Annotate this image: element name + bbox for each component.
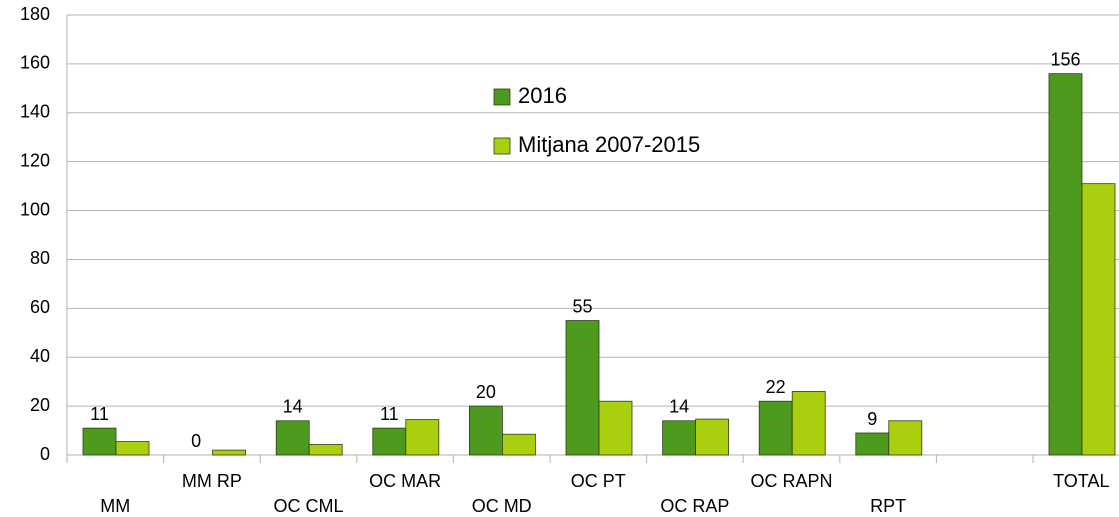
x-tick-label: TOTAL	[1053, 471, 1109, 491]
y-tick-label: 60	[30, 297, 50, 317]
data-label: 11	[90, 404, 109, 424]
data-label: 14	[669, 397, 689, 417]
bar	[308, 444, 343, 456]
bar	[1081, 183, 1116, 456]
bar	[1048, 73, 1083, 456]
y-tick-label: 40	[30, 346, 50, 366]
x-tick-label: OC RAP	[660, 496, 729, 516]
y-tick-label: 180	[20, 4, 50, 24]
legend-swatch	[493, 137, 511, 155]
y-tick-label: 140	[20, 102, 50, 122]
bar	[565, 320, 600, 456]
bar	[758, 400, 793, 456]
data-label: 156	[1050, 49, 1080, 69]
x-tick-label: MM RP	[182, 471, 242, 491]
legend-swatch	[493, 88, 511, 106]
bar	[501, 433, 536, 456]
bar	[212, 449, 247, 456]
bar	[115, 441, 150, 456]
data-label: 55	[572, 296, 592, 316]
y-tick-label: 120	[20, 150, 50, 170]
y-tick-label: 160	[20, 53, 50, 73]
bar	[82, 427, 117, 456]
x-tick-label: OC PT	[571, 471, 626, 491]
bar	[405, 419, 440, 456]
x-tick-label: RPT	[870, 496, 906, 516]
bar	[598, 400, 633, 456]
bar	[275, 420, 310, 456]
data-label: 20	[476, 382, 496, 402]
y-tick-label: 20	[30, 395, 50, 415]
bar	[888, 420, 923, 456]
data-label: 22	[766, 377, 786, 397]
data-label: 9	[867, 409, 877, 429]
bar	[662, 420, 696, 456]
y-tick-label: 80	[30, 248, 50, 268]
x-tick-label: MM	[100, 496, 130, 516]
legend-label: 2016	[518, 83, 567, 108]
bar	[791, 391, 826, 456]
bar	[855, 432, 890, 456]
x-tick-label: OC CML	[273, 496, 343, 516]
data-label: 14	[283, 397, 303, 417]
bar	[372, 427, 407, 456]
x-tick-label: OC RAPN	[750, 471, 832, 491]
x-tick-label: OC MAR	[369, 471, 441, 491]
data-label: 0	[191, 431, 201, 451]
legend-label: Mitjana 2007-2015	[518, 132, 700, 157]
bar	[468, 405, 503, 456]
bar	[695, 418, 729, 456]
x-tick-label: OC MD	[472, 496, 532, 516]
y-tick-label: 0	[40, 444, 50, 464]
y-tick-label: 100	[20, 199, 50, 219]
data-label: 11	[380, 404, 399, 424]
